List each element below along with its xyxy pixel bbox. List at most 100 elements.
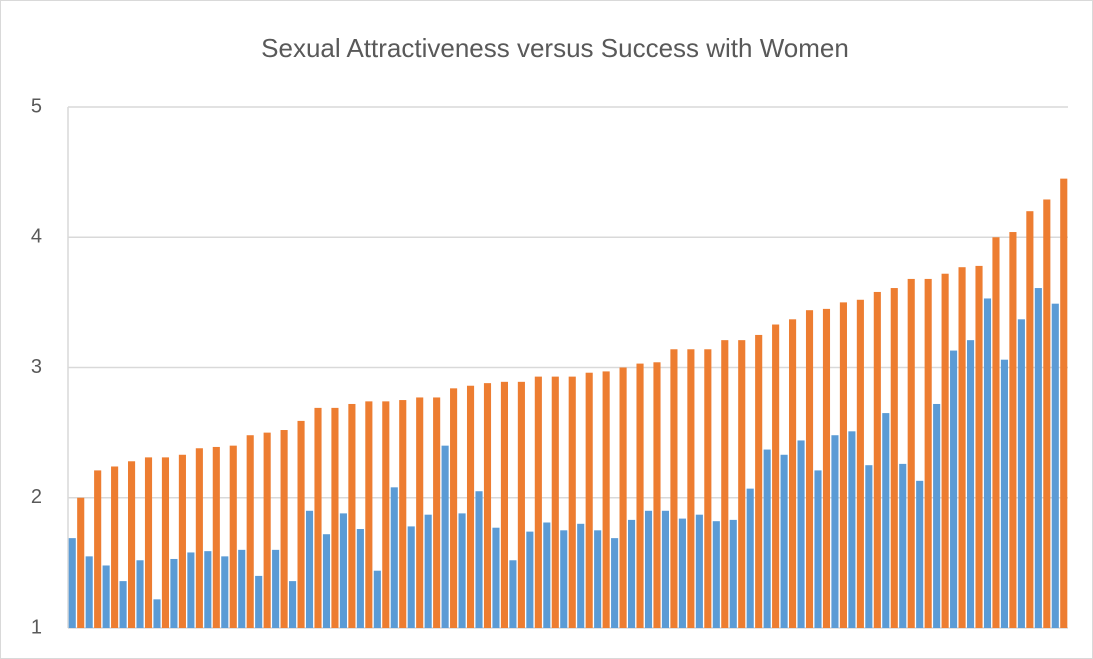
bar <box>322 534 331 628</box>
bar <box>441 445 449 628</box>
bar <box>450 388 458 628</box>
bar <box>187 552 195 628</box>
bar <box>314 407 322 628</box>
bar <box>695 514 703 628</box>
bar <box>153 599 161 628</box>
bar <box>373 570 381 628</box>
bar <box>399 400 407 628</box>
bar <box>466 385 475 628</box>
bar <box>1051 303 1059 628</box>
bar <box>305 510 314 628</box>
bar <box>763 449 771 628</box>
y-tick-label: 4 <box>31 226 42 248</box>
bar <box>492 527 500 628</box>
bar <box>272 549 280 628</box>
bar <box>500 381 508 628</box>
chart-title: Sexual Attractiveness versus Success wit… <box>261 33 849 63</box>
bar <box>195 448 203 628</box>
bar <box>255 575 263 628</box>
bar <box>170 558 178 628</box>
bar <box>839 302 847 628</box>
bar <box>661 510 670 628</box>
bar <box>1034 288 1042 628</box>
bar <box>280 430 288 628</box>
bar <box>161 457 170 628</box>
bar <box>289 581 297 628</box>
bar <box>433 397 441 628</box>
bar <box>246 435 254 628</box>
bar <box>365 401 373 628</box>
bar <box>611 538 619 628</box>
bar <box>1000 359 1008 628</box>
bar <box>1017 319 1025 628</box>
bar <box>958 267 966 628</box>
bar <box>772 324 780 628</box>
bar <box>238 549 246 628</box>
y-tick-label: 5 <box>31 95 42 117</box>
bar <box>831 435 839 628</box>
bar <box>975 265 983 628</box>
bar <box>628 519 636 628</box>
bar <box>221 556 229 628</box>
bar <box>755 334 763 628</box>
bar <box>543 522 551 628</box>
bar <box>729 519 737 628</box>
bar <box>882 413 890 628</box>
bar <box>416 397 424 628</box>
bar <box>85 556 93 628</box>
bar <box>636 363 644 628</box>
bar <box>356 529 364 628</box>
bar <box>475 491 483 628</box>
bar <box>551 376 559 628</box>
bar <box>128 461 136 628</box>
bar <box>822 308 831 628</box>
bar <box>1009 232 1017 629</box>
bar <box>704 349 712 628</box>
bar <box>517 381 525 628</box>
bar <box>678 518 686 628</box>
bar <box>382 401 390 628</box>
bar <box>94 470 102 628</box>
y-tick-label: 3 <box>31 356 42 378</box>
bar <box>602 371 610 628</box>
bar <box>594 530 602 628</box>
bar <box>560 530 568 628</box>
bar <box>653 362 661 628</box>
bar <box>848 431 856 628</box>
bar <box>526 531 534 628</box>
bar <box>738 340 746 628</box>
bar <box>339 513 347 628</box>
bar <box>619 367 627 628</box>
bar <box>229 445 237 628</box>
bar <box>712 521 720 628</box>
bar <box>721 340 729 628</box>
bar <box>797 440 805 628</box>
bar <box>534 376 542 628</box>
bar <box>178 454 186 628</box>
bar <box>899 463 907 628</box>
y-tick-label: 2 <box>31 486 42 508</box>
bar <box>77 497 85 628</box>
bar <box>814 470 822 628</box>
bar <box>780 454 788 628</box>
bar <box>789 319 797 628</box>
bar <box>102 565 110 628</box>
bar <box>297 420 305 628</box>
bar <box>873 291 881 628</box>
bar <box>331 407 339 628</box>
bar <box>348 403 356 628</box>
bar <box>907 278 915 628</box>
bar <box>644 510 653 628</box>
bar <box>68 538 76 628</box>
bar <box>509 560 517 628</box>
bar <box>805 310 814 628</box>
bar <box>119 581 127 628</box>
bar <box>933 403 941 628</box>
bar <box>1060 178 1068 628</box>
bar <box>407 526 415 628</box>
bar <box>1026 211 1034 628</box>
bar <box>263 432 271 628</box>
bar <box>966 340 975 628</box>
bar <box>890 288 898 628</box>
